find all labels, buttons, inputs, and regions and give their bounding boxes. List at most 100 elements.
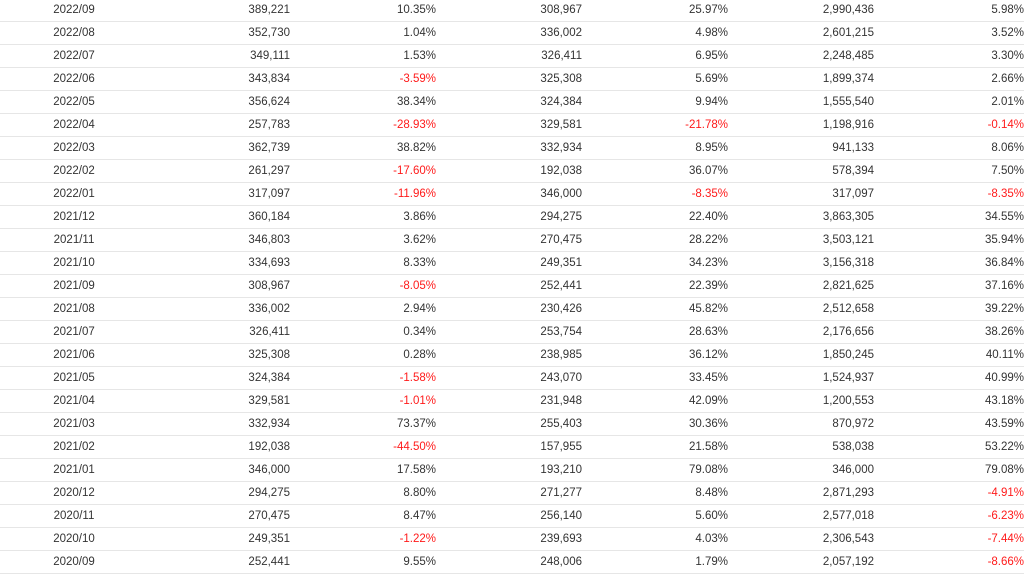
cumulative-sales-cell: 2,871,293 bbox=[728, 481, 874, 506]
cumulative-yoy-cell: 40.99% bbox=[874, 366, 1024, 391]
month-cell: 2020/12 bbox=[0, 481, 148, 506]
cumulative-sales-cell: 1,200,553 bbox=[728, 389, 874, 414]
prev-year-sales-cell: 193,210 bbox=[436, 458, 582, 483]
sales-cell: 343,834 bbox=[148, 67, 290, 92]
prev-year-sales-cell: 252,441 bbox=[436, 274, 582, 299]
mom-change-cell: -1.22% bbox=[290, 527, 436, 552]
mom-change-cell: 38.82% bbox=[290, 136, 436, 161]
table-row: 2022/09 389,221 10.35% 308,967 25.97% 2,990,4… bbox=[0, 0, 1024, 23]
cumulative-yoy-cell: -0.14% bbox=[874, 113, 1024, 138]
prev-year-sales-cell: 324,384 bbox=[436, 90, 582, 115]
month-cell: 2021/09 bbox=[0, 274, 148, 299]
table-row: 2022/01 317,097 -11.96% 346,000 -8.35% 317,09… bbox=[0, 182, 1024, 207]
yoy-change-cell: 4.03% bbox=[582, 527, 728, 552]
cumulative-yoy-cell: 53.22% bbox=[874, 435, 1024, 460]
prev-year-sales-cell: 329,581 bbox=[436, 113, 582, 138]
table-row: 2021/06 325,308 0.28% 238,985 36.12% 1,850,24… bbox=[0, 343, 1024, 368]
sales-cell: 349,111 bbox=[148, 44, 290, 69]
table-row: 2021/01 346,000 17.58% 193,210 79.08% 346,000… bbox=[0, 458, 1024, 483]
cumulative-yoy-cell: 79.08% bbox=[874, 458, 1024, 483]
cumulative-yoy-cell: -8.35% bbox=[874, 182, 1024, 207]
cumulative-yoy-cell: 34.55% bbox=[874, 205, 1024, 230]
mom-change-cell: 10.35% bbox=[290, 0, 436, 23]
table-row: 2021/03 332,934 73.37% 255,403 30.36% 870,972… bbox=[0, 412, 1024, 437]
table-row: 2020/09 252,441 9.55% 248,006 1.79% 2,057,192… bbox=[0, 550, 1024, 574]
sales-cell: 334,693 bbox=[148, 251, 290, 276]
prev-year-sales-cell: 192,038 bbox=[436, 159, 582, 184]
sales-cell: 252,441 bbox=[148, 550, 290, 574]
cumulative-sales-cell: 2,306,543 bbox=[728, 527, 874, 552]
month-cell: 2022/06 bbox=[0, 67, 148, 92]
prev-year-sales-cell: 238,985 bbox=[436, 343, 582, 368]
sales-cell: 336,002 bbox=[148, 297, 290, 322]
mom-change-cell: -8.05% bbox=[290, 274, 436, 299]
table-row: 2021/10 334,693 8.33% 249,351 34.23% 3,156,31… bbox=[0, 251, 1024, 276]
mom-change-cell: 17.58% bbox=[290, 458, 436, 483]
mom-change-cell: 3.62% bbox=[290, 228, 436, 253]
month-cell: 2022/01 bbox=[0, 182, 148, 207]
sales-cell: 294,275 bbox=[148, 481, 290, 506]
month-cell: 2021/10 bbox=[0, 251, 148, 276]
yoy-change-cell: 42.09% bbox=[582, 389, 728, 414]
cumulative-sales-cell: 1,198,916 bbox=[728, 113, 874, 138]
cumulative-sales-cell: 3,503,121 bbox=[728, 228, 874, 253]
cumulative-sales-cell: 2,176,656 bbox=[728, 320, 874, 345]
mom-change-cell: -11.96% bbox=[290, 182, 436, 207]
prev-year-sales-cell: 270,475 bbox=[436, 228, 582, 253]
cumulative-yoy-cell: 39.22% bbox=[874, 297, 1024, 322]
yoy-change-cell: -8.35% bbox=[582, 182, 728, 207]
cumulative-yoy-cell: 2.01% bbox=[874, 90, 1024, 115]
month-cell: 2022/09 bbox=[0, 0, 148, 23]
month-cell: 2021/01 bbox=[0, 458, 148, 483]
cumulative-sales-cell: 346,000 bbox=[728, 458, 874, 483]
month-cell: 2021/04 bbox=[0, 389, 148, 414]
cumulative-yoy-cell: 38.26% bbox=[874, 320, 1024, 345]
yoy-change-cell: 21.58% bbox=[582, 435, 728, 460]
mom-change-cell: -1.01% bbox=[290, 389, 436, 414]
prev-year-sales-cell: 325,308 bbox=[436, 67, 582, 92]
cumulative-sales-cell: 317,097 bbox=[728, 182, 874, 207]
sales-cell: 325,308 bbox=[148, 343, 290, 368]
cumulative-yoy-cell: 36.84% bbox=[874, 251, 1024, 276]
cumulative-yoy-cell: 37.16% bbox=[874, 274, 1024, 299]
cumulative-sales-cell: 2,512,658 bbox=[728, 297, 874, 322]
month-cell: 2022/02 bbox=[0, 159, 148, 184]
prev-year-sales-cell: 336,002 bbox=[436, 21, 582, 46]
mom-change-cell: 8.33% bbox=[290, 251, 436, 276]
prev-year-sales-cell: 253,754 bbox=[436, 320, 582, 345]
yoy-change-cell: 6.95% bbox=[582, 44, 728, 69]
sales-cell: 326,411 bbox=[148, 320, 290, 345]
cumulative-sales-cell: 2,577,018 bbox=[728, 504, 874, 529]
prev-year-sales-cell: 332,934 bbox=[436, 136, 582, 161]
table-row: 2022/07 349,111 1.53% 326,411 6.95% 2,248,485… bbox=[0, 44, 1024, 69]
cumulative-sales-cell: 3,863,305 bbox=[728, 205, 874, 230]
month-cell: 2022/08 bbox=[0, 21, 148, 46]
cumulative-yoy-cell: -6.23% bbox=[874, 504, 1024, 529]
cumulative-yoy-cell: 3.52% bbox=[874, 21, 1024, 46]
month-cell: 2021/05 bbox=[0, 366, 148, 391]
sales-cell: 360,184 bbox=[148, 205, 290, 230]
table-row: 2021/12 360,184 3.86% 294,275 22.40% 3,863,30… bbox=[0, 205, 1024, 230]
mom-change-cell: 2.94% bbox=[290, 297, 436, 322]
sales-cell: 346,000 bbox=[148, 458, 290, 483]
mom-change-cell: 8.80% bbox=[290, 481, 436, 506]
table-row: 2022/03 362,739 38.82% 332,934 8.95% 941,133 8… bbox=[0, 136, 1024, 161]
prev-year-sales-cell: 248,006 bbox=[436, 550, 582, 574]
mom-change-cell: -17.60% bbox=[290, 159, 436, 184]
month-cell: 2020/10 bbox=[0, 527, 148, 552]
sales-cell: 362,739 bbox=[148, 136, 290, 161]
table-row: 2022/08 352,730 1.04% 336,002 4.98% 2,601,215… bbox=[0, 21, 1024, 46]
cumulative-yoy-cell: 7.50% bbox=[874, 159, 1024, 184]
prev-year-sales-cell: 346,000 bbox=[436, 182, 582, 207]
cumulative-sales-cell: 941,133 bbox=[728, 136, 874, 161]
yoy-change-cell: 28.22% bbox=[582, 228, 728, 253]
yoy-change-cell: 9.94% bbox=[582, 90, 728, 115]
mom-change-cell: -44.50% bbox=[290, 435, 436, 460]
mom-change-cell: 8.47% bbox=[290, 504, 436, 529]
month-cell: 2020/11 bbox=[0, 504, 148, 529]
sales-cell: 324,384 bbox=[148, 366, 290, 391]
prev-year-sales-cell: 326,411 bbox=[436, 44, 582, 69]
sales-cell: 257,783 bbox=[148, 113, 290, 138]
cumulative-sales-cell: 1,555,540 bbox=[728, 90, 874, 115]
